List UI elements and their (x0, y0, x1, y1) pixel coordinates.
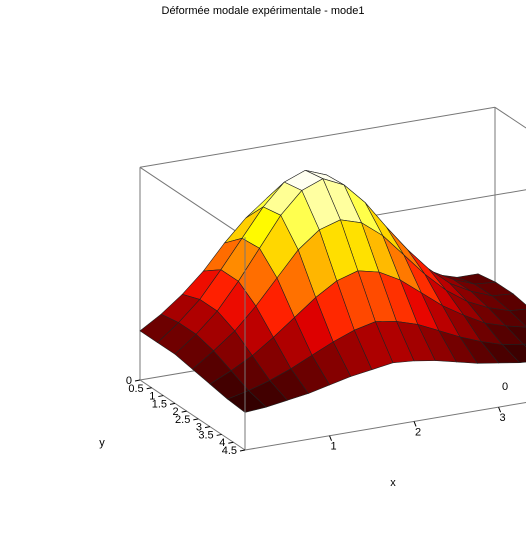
y-tick-label: 2 (173, 406, 179, 418)
y-tick (158, 395, 164, 398)
y-tick (239, 449, 246, 452)
box-edge (139, 166, 246, 238)
box-edge (494, 106, 526, 129)
y-tick-label: 4 (219, 437, 225, 449)
y-tick-label: 4.5 (222, 445, 237, 457)
y-tick (216, 433, 222, 436)
box-edge (244, 401, 526, 451)
x-tick (498, 406, 502, 413)
y-tick (204, 426, 211, 429)
y-tick-label: 0.5 (128, 383, 143, 395)
x-tick (329, 435, 332, 441)
x-tick-label: 1 (330, 441, 336, 453)
y-tick (169, 402, 176, 405)
surface-facet (226, 390, 267, 413)
x-axis-origin-label: 0 (502, 381, 508, 393)
y-tick (193, 418, 199, 421)
x-axis-label: x (390, 477, 396, 489)
y-tick-label: 1 (149, 391, 155, 403)
y-tick (146, 387, 152, 390)
y-tick (228, 441, 234, 444)
y-axis-label: y (99, 437, 105, 449)
y-tick-label: 3.5 (198, 429, 213, 441)
box-edge (139, 379, 246, 451)
x-tick (413, 421, 417, 427)
box-edge (139, 106, 496, 168)
y-tick-label: 3 (196, 422, 202, 434)
y-tick-label: 0 (126, 375, 132, 387)
y-tick-label: 2.5 (175, 414, 190, 426)
y-tick (134, 379, 141, 382)
chart-title: Déformée modale expérimentale - mode1 (161, 5, 365, 17)
x-tick-label: 3 (500, 412, 506, 424)
y-tick-label: 1.5 (152, 398, 167, 410)
x-tick-label: 2 (415, 426, 421, 438)
y-tick (181, 410, 187, 413)
